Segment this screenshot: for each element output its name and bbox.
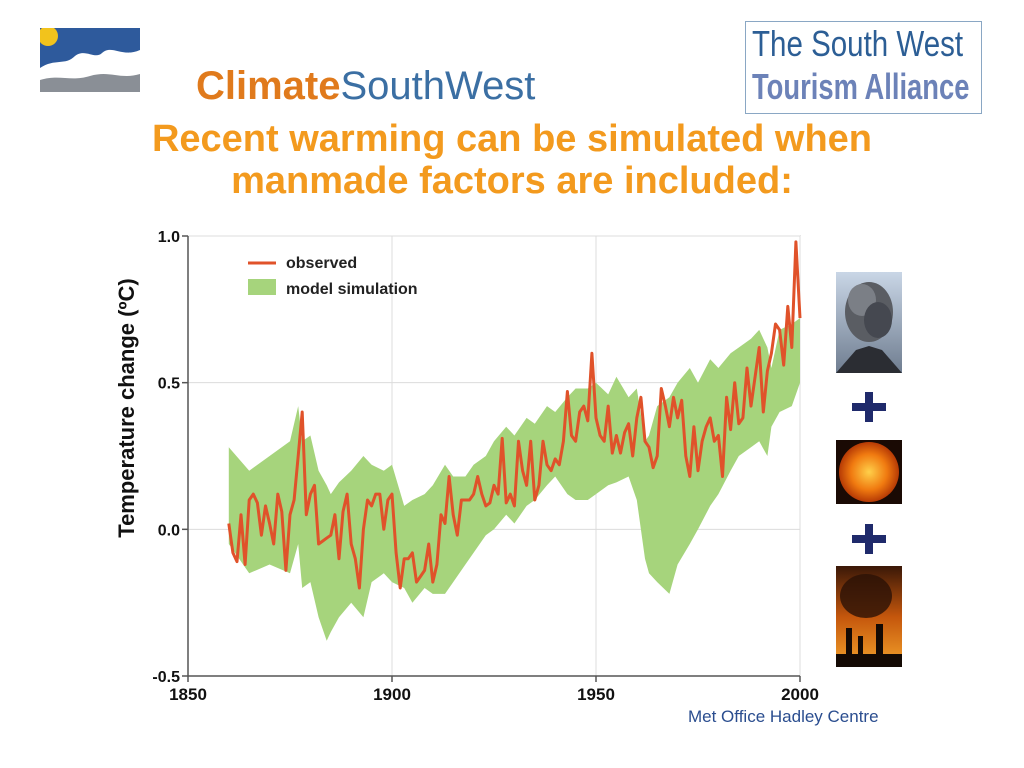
- sun-icon: [836, 440, 902, 504]
- legend-label-observed: observed: [286, 255, 357, 272]
- slide-title-line1: Recent warming can be simulated when: [151, 118, 873, 160]
- y-tick-label: 0.0: [158, 522, 180, 539]
- x-tick-label: 2000: [781, 685, 819, 704]
- forcing-images: [836, 272, 902, 672]
- legend-label-model: model simulation: [286, 281, 418, 298]
- cloud-landscape-icon: [40, 28, 140, 92]
- plus-icon: [852, 392, 886, 422]
- tourism-alliance-logo: The South West Tourism Alliance: [745, 21, 982, 114]
- y-axis-label: Temperature change (ºC): [114, 278, 139, 537]
- chart-legend: observed model simulation: [248, 255, 418, 298]
- logo-part-southwest: SouthWest: [340, 64, 536, 108]
- y-tick-label: -0.5: [152, 669, 180, 686]
- chart-axes: -0.5 0.0 0.5 1.0 1850 1900 1950 2000: [152, 229, 818, 704]
- observed-line: [227, 240, 802, 590]
- source-credit: Met Office Hadley Centre: [688, 707, 879, 726]
- x-tick-label: 1850: [169, 685, 207, 704]
- model-simulation-band: [228, 318, 801, 641]
- plus-icon: [852, 524, 886, 554]
- x-tick-label: 1900: [373, 685, 411, 704]
- climate-southwest-wordmark: ClimateSouthWest: [196, 66, 535, 106]
- volcano-eruption-icon: [836, 272, 902, 373]
- climate-southwest-logo: ClimateSouthWest: [40, 28, 535, 106]
- y-tick-label: 0.5: [158, 376, 180, 393]
- logo-part-climate: Climate: [196, 64, 341, 108]
- slide-title-line2: manmade factors are included:: [231, 160, 793, 202]
- industrial-smoke-icon: [836, 566, 902, 667]
- x-tick-label: 1950: [577, 685, 615, 704]
- slide-title: Recent warming can be simulated when man…: [40, 118, 984, 202]
- tourism-logo-line1: The South West: [752, 23, 964, 64]
- legend-swatch-model: [248, 279, 276, 295]
- tourism-logo-line2: Tourism Alliance: [752, 66, 970, 107]
- observed-line-layer: [227, 240, 802, 590]
- y-tick-label: 1.0: [158, 229, 180, 246]
- model-band-layer: [228, 318, 801, 641]
